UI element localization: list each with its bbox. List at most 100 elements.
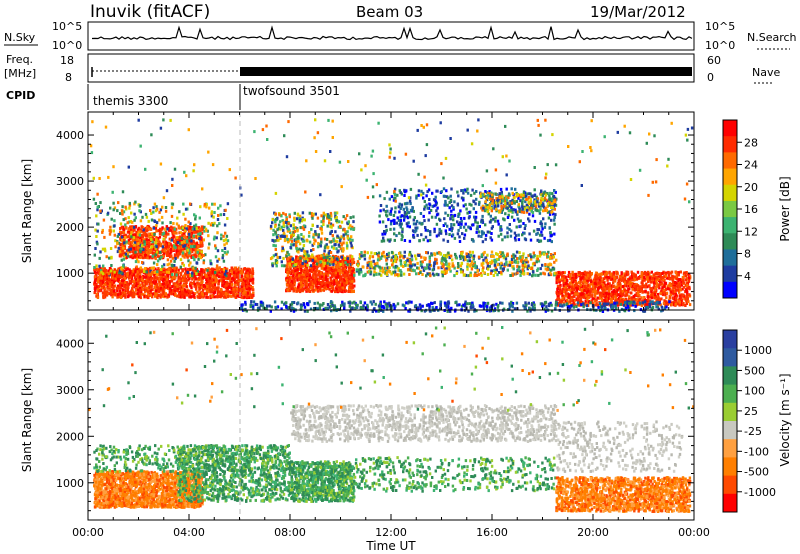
power-cell: [307, 258, 311, 262]
power-cell: [301, 283, 304, 287]
power-cell: [499, 226, 502, 229]
power-cell: [332, 239, 335, 243]
power-cell: [484, 256, 488, 260]
power-cell: [148, 232, 151, 236]
power-cell: [342, 235, 345, 239]
power-cell: [334, 230, 337, 234]
power-cell: [94, 247, 97, 250]
power-cell: [232, 268, 235, 272]
power-cell: [223, 247, 227, 250]
power-cell: [428, 267, 431, 271]
power-cell: [119, 295, 123, 299]
power-cell: [145, 282, 148, 286]
power-cell: [154, 253, 157, 257]
power-cell: [394, 266, 397, 270]
power-cell: [143, 240, 146, 244]
power-cell: [210, 222, 214, 225]
power-cell: [550, 253, 553, 256]
power-cell: [225, 241, 228, 245]
power-cell: [205, 295, 208, 299]
power-cell: [335, 240, 339, 244]
power-cell: [462, 196, 465, 200]
power-cell: [120, 284, 123, 288]
power-cell: [227, 275, 230, 279]
power-cell: [218, 292, 221, 295]
power-cell: [357, 271, 361, 275]
power-cell: [187, 232, 191, 236]
power-cell: [118, 279, 121, 283]
power-cell: [195, 248, 198, 252]
power-cell: [246, 291, 250, 295]
power-cell: [286, 267, 289, 271]
power-cell: [166, 227, 169, 231]
power-cell: [110, 264, 113, 267]
power-cell: [208, 276, 212, 280]
power-cell: [435, 222, 439, 226]
power-cell: [190, 256, 193, 259]
power-cell: [176, 216, 179, 220]
power-cell: [362, 274, 365, 278]
power-cell: [132, 273, 135, 277]
power-cell: [490, 269, 493, 273]
power-cell: [529, 253, 532, 257]
power-cell: [399, 207, 402, 210]
power-cell: [153, 271, 156, 274]
power-cell: [469, 264, 472, 268]
power-cell: [161, 226, 164, 230]
power-cell: [222, 275, 225, 278]
power-cell: [209, 259, 212, 263]
power-cell: [178, 250, 182, 254]
power-cell: [164, 275, 168, 279]
power-cell: [540, 204, 543, 208]
power-cell: [332, 268, 336, 272]
power-cell: [200, 268, 203, 272]
power-cell: [305, 261, 309, 264]
power-cell: [148, 271, 152, 275]
power-cell: [162, 263, 166, 267]
power-cell: [469, 271, 472, 275]
power-cell: [533, 219, 537, 223]
power-cell: [168, 280, 172, 283]
power-cell: [181, 288, 184, 292]
power-cell: [182, 244, 185, 248]
power-cell: [399, 259, 403, 263]
power-cell: [128, 268, 131, 272]
power-cell: [195, 230, 198, 234]
power-cell: [152, 206, 155, 210]
power-cell: [310, 270, 313, 273]
power-cell: [335, 269, 339, 273]
power-cell: [141, 279, 145, 282]
power-cell: [512, 267, 515, 271]
power-cell: [392, 255, 395, 259]
power-cell: [151, 237, 155, 241]
power-cell: [343, 228, 346, 231]
power-cell: [341, 279, 344, 283]
power-cell: [149, 280, 153, 284]
station-title: Inuvik (fitACF): [90, 2, 210, 22]
power-cell: [428, 263, 431, 267]
power-cell: [316, 224, 319, 228]
power-cell: [141, 268, 144, 272]
power-cell: [331, 286, 335, 290]
power-cell: [198, 216, 201, 220]
power-cell: [236, 294, 239, 298]
power-data-cells: [89, 118, 694, 313]
power-cell: [240, 295, 243, 299]
power-cell: [184, 224, 187, 227]
power-cell: [200, 293, 203, 297]
power-cell: [371, 255, 375, 259]
power-cell: [395, 221, 398, 225]
power-cell: [202, 275, 205, 279]
power-cell: [296, 248, 299, 252]
power-cell: [218, 271, 221, 275]
power-cell: [142, 249, 145, 253]
power-cell: [316, 279, 319, 283]
power-cell: [200, 285, 203, 289]
power-cell: [135, 288, 138, 292]
power-cell: [329, 211, 333, 215]
power-cell: [207, 281, 210, 285]
power-cell: [293, 216, 296, 220]
power-cell: [315, 269, 318, 273]
power-cell: [146, 256, 149, 260]
power-cell: [208, 271, 212, 275]
